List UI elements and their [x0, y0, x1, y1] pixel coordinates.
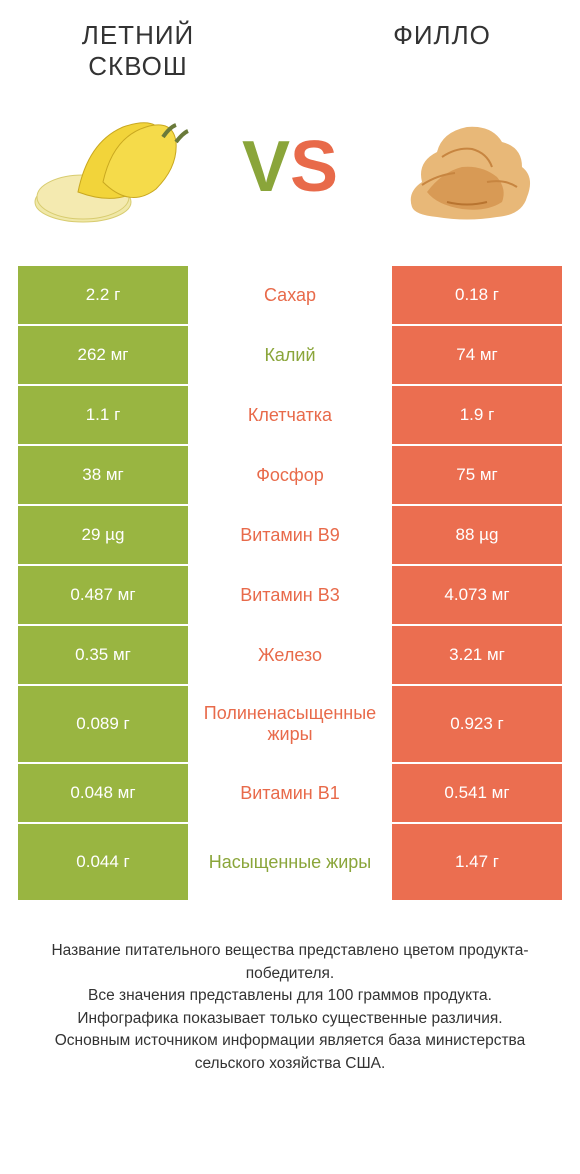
- footer-line-2: Все значения представлены для 100 граммо…: [28, 985, 552, 1007]
- nutrient-label: Полиненасыщенные жиры: [190, 686, 390, 762]
- nutrient-label: Железо: [190, 626, 390, 684]
- right-value: 0.541 мг: [392, 764, 562, 822]
- right-value: 3.21 мг: [392, 626, 562, 684]
- vs-label: VS: [242, 126, 338, 208]
- left-value: 0.044 г: [18, 824, 188, 900]
- squash-icon: [28, 92, 198, 242]
- vs-s: S: [290, 126, 338, 208]
- right-value: 75 мг: [392, 446, 562, 504]
- left-value: 38 мг: [18, 446, 188, 504]
- table-row: 0.048 мгВитамин B10.541 мг: [18, 764, 562, 822]
- nutrient-label: Насыщенные жиры: [190, 824, 390, 900]
- table-row: 0.089 гПолиненасыщенные жиры0.923 г: [18, 686, 562, 762]
- right-value: 88 µg: [392, 506, 562, 564]
- table-row: 29 µgВитамин B988 µg: [18, 506, 562, 564]
- table-row: 0.044 гНасыщенные жиры1.47 г: [18, 824, 562, 900]
- footer-text: Название питательного вещества представл…: [18, 940, 562, 1075]
- right-value: 0.18 г: [392, 266, 562, 324]
- images-row: VS: [18, 92, 562, 242]
- table-row: 0.487 мгВитамин B34.073 мг: [18, 566, 562, 624]
- left-value: 0.35 мг: [18, 626, 188, 684]
- right-value: 4.073 мг: [392, 566, 562, 624]
- left-value: 262 мг: [18, 326, 188, 384]
- nutrient-label: Витамин B3: [190, 566, 390, 624]
- nutrient-label: Калий: [190, 326, 390, 384]
- left-value: 0.487 мг: [18, 566, 188, 624]
- footer-line-4: Основным источником информации является …: [28, 1030, 552, 1075]
- right-value: 1.9 г: [392, 386, 562, 444]
- table-row: 1.1 гКлетчатка1.9 г: [18, 386, 562, 444]
- table-row: 0.35 мгЖелезо3.21 мг: [18, 626, 562, 684]
- phyllo-icon: [382, 92, 552, 242]
- infographic-container: ЛЕТНИЙ СКВОШ ФИЛЛО VS: [0, 0, 580, 1075]
- table-row: 38 мгФосфор75 мг: [18, 446, 562, 504]
- footer-line-3: Инфографика показывает только существенн…: [28, 1008, 552, 1030]
- header: ЛЕТНИЙ СКВОШ ФИЛЛО: [18, 20, 562, 82]
- left-value: 0.048 мг: [18, 764, 188, 822]
- left-value: 0.089 г: [18, 686, 188, 762]
- nutrient-label: Витамин B1: [190, 764, 390, 822]
- right-value: 74 мг: [392, 326, 562, 384]
- left-value: 29 µg: [18, 506, 188, 564]
- nutrient-label: Сахар: [190, 266, 390, 324]
- vs-v: V: [242, 126, 290, 208]
- right-value: 1.47 г: [392, 824, 562, 900]
- table-row: 2.2 гСахар0.18 г: [18, 266, 562, 324]
- left-value: 2.2 г: [18, 266, 188, 324]
- table-row: 262 мгКалий74 мг: [18, 326, 562, 384]
- nutrient-label: Клетчатка: [190, 386, 390, 444]
- left-value: 1.1 г: [18, 386, 188, 444]
- footer-line-1: Название питательного вещества представл…: [28, 940, 552, 985]
- nutrition-table: 2.2 гСахар0.18 г262 мгКалий74 мг1.1 гКле…: [18, 266, 562, 900]
- nutrient-label: Витамин B9: [190, 506, 390, 564]
- right-value: 0.923 г: [392, 686, 562, 762]
- right-food-title: ФИЛЛО: [342, 20, 542, 51]
- left-food-title: ЛЕТНИЙ СКВОШ: [38, 20, 238, 82]
- nutrient-label: Фосфор: [190, 446, 390, 504]
